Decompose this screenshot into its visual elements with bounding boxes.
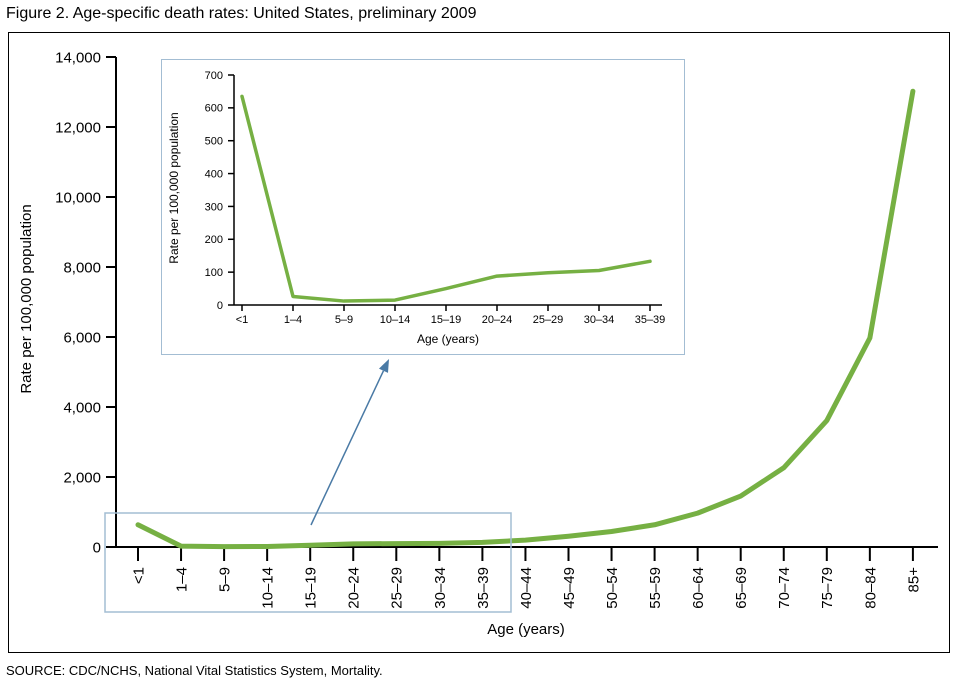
svg-text:12,000: 12,000 (55, 119, 101, 136)
y-axis-title: Rate per 100,000 population (167, 112, 181, 263)
death-rate-line (240, 94, 652, 303)
svg-text:10–14: 10–14 (380, 314, 411, 326)
svg-text:700: 700 (205, 70, 223, 82)
x-axis-title: Age (years) (487, 621, 565, 638)
inset-arrow-head (378, 359, 389, 373)
svg-text:0: 0 (217, 300, 223, 312)
svg-text:25–29: 25–29 (533, 314, 564, 326)
inset-panel: 0 100 200 300 400 500 600 700 <1 1–4 5–9 10–14 15–19… (161, 59, 685, 355)
chart-area: 0 2,000 4,000 6,000 8,000 10,000 12,000 14,000 <… (8, 32, 950, 653)
svg-text:100: 100 (205, 267, 223, 279)
svg-text:600: 600 (205, 103, 223, 115)
svg-text:5–9: 5–9 (217, 567, 234, 592)
svg-text:300: 300 (205, 201, 223, 213)
y-axis-title: Rate per 100,000 population (18, 204, 35, 393)
svg-text:35–39: 35–39 (475, 567, 492, 609)
svg-text:70–74: 70–74 (776, 567, 793, 609)
svg-text:75–79: 75–79 (819, 567, 836, 609)
figure-title: Figure 2. Age-specific death rates: Unit… (6, 5, 477, 22)
svg-text:65–69: 65–69 (733, 567, 750, 609)
svg-text:5–9: 5–9 (335, 314, 353, 326)
death-rate-line (135, 88, 916, 550)
svg-text:14,000: 14,000 (55, 49, 101, 66)
svg-text:55–59: 55–59 (647, 567, 664, 609)
svg-text:30–34: 30–34 (432, 567, 449, 609)
svg-text:35–39: 35–39 (635, 314, 666, 326)
svg-text:1–4: 1–4 (284, 314, 302, 326)
tick-labels: 0 100 200 300 400 500 600 700 <1 1–4 5–9 10–14 15–19… (167, 70, 665, 346)
svg-text:0: 0 (93, 539, 101, 556)
svg-text:400: 400 (205, 168, 223, 180)
svg-text:500: 500 (205, 136, 223, 148)
svg-text:40–44: 40–44 (518, 567, 535, 609)
magnified-region-box (104, 512, 512, 613)
svg-text:45–49: 45–49 (561, 567, 578, 609)
svg-text:8,000: 8,000 (63, 259, 101, 276)
axes (228, 74, 662, 311)
svg-text:20–24: 20–24 (346, 567, 363, 609)
inset-arrow (310, 370, 385, 526)
svg-text:85+: 85+ (905, 567, 922, 593)
svg-text:1–4: 1–4 (173, 567, 190, 592)
svg-text:200: 200 (205, 234, 223, 246)
main-chart: 0 2,000 4,000 6,000 8,000 10,000 12,000 14,000 <… (18, 49, 938, 638)
tick-labels: 0 2,000 4,000 6,000 8,000 10,000 12,000 14,000 <… (18, 49, 922, 638)
svg-text:4,000: 4,000 (63, 399, 101, 416)
source-note: SOURCE: CDC/NCHS, National Vital Statist… (6, 663, 383, 678)
svg-text:50–54: 50–54 (604, 567, 621, 609)
svg-text:25–29: 25–29 (389, 567, 406, 609)
svg-text:15–19: 15–19 (303, 567, 320, 609)
svg-text:<1: <1 (236, 314, 249, 326)
svg-text:6,000: 6,000 (63, 329, 101, 346)
svg-text:15–19: 15–19 (431, 314, 462, 326)
svg-text:10–14: 10–14 (260, 567, 277, 609)
svg-text:30–34: 30–34 (584, 314, 615, 326)
inset-chart: 0 100 200 300 400 500 600 700 <1 1–4 5–9 10–14 15–19… (167, 70, 665, 346)
svg-text:80–84: 80–84 (862, 567, 879, 609)
svg-text:<1: <1 (130, 567, 147, 584)
svg-text:60–64: 60–64 (690, 567, 707, 609)
svg-text:20–24: 20–24 (482, 314, 513, 326)
svg-text:2,000: 2,000 (63, 469, 101, 486)
x-axis-title: Age (years) (417, 332, 479, 346)
svg-text:10,000: 10,000 (55, 189, 101, 206)
